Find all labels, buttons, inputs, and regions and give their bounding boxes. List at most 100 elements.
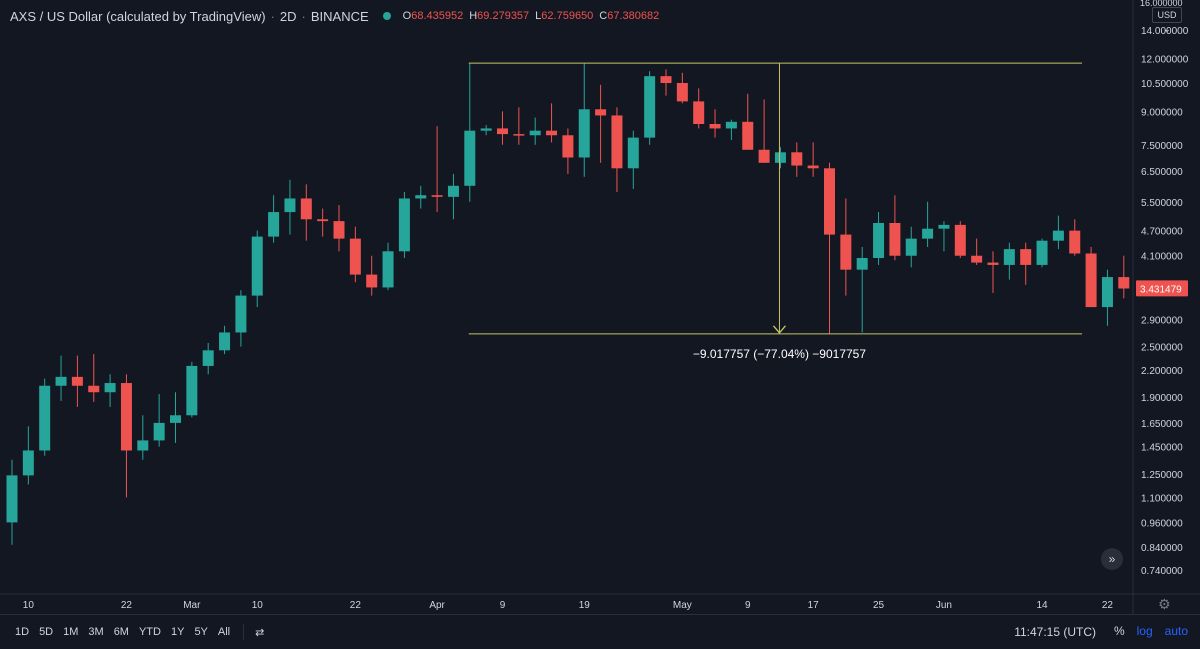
candle-body[interactable]	[644, 76, 656, 138]
candle-body[interactable]	[349, 238, 361, 275]
candle-body[interactable]	[905, 238, 917, 256]
scale-toggles: % log auto	[1114, 624, 1188, 638]
candle-body[interactable]	[840, 234, 852, 270]
currency-selector[interactable]: USD ⌄	[1152, 7, 1182, 34]
candle-body[interactable]	[415, 195, 427, 199]
y-tick-label: 2.500000	[1141, 343, 1183, 354]
y-tick-label: 0.840000	[1141, 543, 1183, 554]
candle-body[interactable]	[480, 128, 492, 131]
candle-body[interactable]	[856, 257, 868, 270]
candle-body[interactable]	[611, 115, 623, 169]
candle-body[interactable]	[88, 385, 100, 393]
timeframe-ytd[interactable]: YTD	[138, 626, 161, 638]
candle-body[interactable]	[660, 76, 672, 84]
candle-body[interactable]	[333, 221, 345, 239]
candle-body[interactable]	[170, 415, 181, 423]
candle-body[interactable]	[1069, 230, 1081, 254]
candle-body[interactable]	[725, 121, 737, 129]
candle-body[interactable]	[938, 224, 950, 229]
candle-body[interactable]	[709, 123, 721, 129]
low-value: 62.759650	[541, 10, 594, 22]
candle-body[interactable]	[562, 135, 574, 158]
candle-body[interactable]	[55, 376, 67, 386]
x-tick-label: Jun	[936, 600, 952, 611]
candle-body[interactable]	[922, 228, 934, 239]
candle-body[interactable]	[366, 274, 378, 288]
scroll-to-realtime-button[interactable]: »	[1101, 548, 1123, 570]
candle-body[interactable]	[1052, 230, 1064, 241]
utc-clock[interactable]: 11:47:15 (UTC)	[1014, 625, 1096, 639]
candle-body[interactable]	[22, 450, 34, 476]
candle-body[interactable]	[251, 236, 263, 296]
candle-body[interactable]	[398, 198, 410, 252]
candle-body[interactable]	[1003, 249, 1015, 265]
x-tick-label: 17	[808, 600, 820, 611]
candle-body[interactable]	[807, 165, 819, 169]
candle-body[interactable]	[742, 121, 754, 150]
candle-body[interactable]	[1118, 277, 1130, 289]
candle-body[interactable]	[104, 383, 116, 393]
candle-body[interactable]	[791, 152, 803, 166]
price-chart[interactable]: −9.017757 (−77.04%) −9017757 14.000000 12…	[0, 0, 1200, 614]
candle-body[interactable]	[1085, 253, 1097, 308]
candle-body[interactable]	[873, 222, 885, 258]
candle-body[interactable]	[284, 198, 296, 213]
timeframe-1m[interactable]: 1M	[63, 626, 79, 638]
candle-body[interactable]	[268, 212, 280, 237]
candle-body[interactable]	[6, 475, 18, 523]
timeframe-1y[interactable]: 1Y	[170, 626, 185, 638]
y-tick-label: 1.450000	[1141, 443, 1183, 454]
candle-body[interactable]	[889, 222, 901, 256]
candle-body[interactable]	[824, 168, 835, 235]
candle-body[interactable]	[1101, 277, 1113, 308]
timeframe-6m[interactable]: 6M	[113, 626, 129, 638]
timeframe-5y[interactable]: 5Y	[194, 626, 208, 638]
timeframe-1d[interactable]: 1D	[15, 626, 30, 638]
candle-body[interactable]	[120, 383, 132, 451]
auto-scale-toggle[interactable]: auto	[1164, 624, 1188, 638]
candle-body[interactable]	[693, 101, 705, 124]
candle-body[interactable]	[954, 224, 966, 256]
candle-body[interactable]	[153, 422, 165, 441]
candle-body[interactable]	[447, 185, 459, 197]
x-tick-label: 19	[579, 600, 591, 611]
candle-body[interactable]	[676, 83, 688, 102]
symbol-title[interactable]: AXS / US Dollar (calculated by TradingVi…	[10, 8, 266, 24]
candle-body[interactable]	[1036, 240, 1048, 265]
log-scale-toggle[interactable]: log	[1136, 624, 1153, 638]
candle-body[interactable]	[39, 385, 51, 451]
candle-body[interactable]	[382, 251, 394, 288]
candle-body[interactable]	[219, 332, 231, 351]
timeframe-5d[interactable]: 5D	[39, 626, 54, 638]
candle-body[interactable]	[774, 152, 786, 163]
timeframe-3m[interactable]: 3M	[88, 626, 104, 638]
candle-body[interactable]	[1020, 249, 1032, 265]
candle-body[interactable]	[971, 255, 983, 263]
candle-body[interactable]	[71, 376, 83, 386]
candle-body[interactable]	[431, 195, 443, 197]
candle-body[interactable]	[627, 137, 639, 169]
candle-body[interactable]	[317, 219, 329, 222]
x-tick-label: Mar	[183, 600, 201, 611]
settings-gear-icon[interactable]: ⚙	[1158, 596, 1171, 612]
candle-body[interactable]	[137, 440, 149, 451]
candle-body[interactable]	[202, 350, 214, 366]
candle-body[interactable]	[513, 134, 525, 136]
date-range-icon[interactable]: ⇄	[255, 626, 265, 639]
candle-body[interactable]	[235, 295, 247, 333]
candle-body[interactable]	[497, 128, 508, 135]
candle-body[interactable]	[987, 262, 999, 265]
price-axis-bg	[1133, 0, 1200, 614]
candle-body[interactable]	[300, 198, 312, 220]
timeframe-all[interactable]: All	[217, 626, 231, 638]
candle-body[interactable]	[529, 130, 541, 136]
candle-body[interactable]	[546, 130, 558, 136]
candle-body[interactable]	[758, 149, 770, 163]
candle-body[interactable]	[595, 109, 607, 116]
candle-body[interactable]	[464, 130, 476, 186]
interval-label[interactable]: 2D	[279, 8, 297, 24]
percent-scale-toggle[interactable]: %	[1113, 624, 1125, 638]
candle-body[interactable]	[578, 109, 590, 158]
candle-body[interactable]	[186, 365, 198, 416]
